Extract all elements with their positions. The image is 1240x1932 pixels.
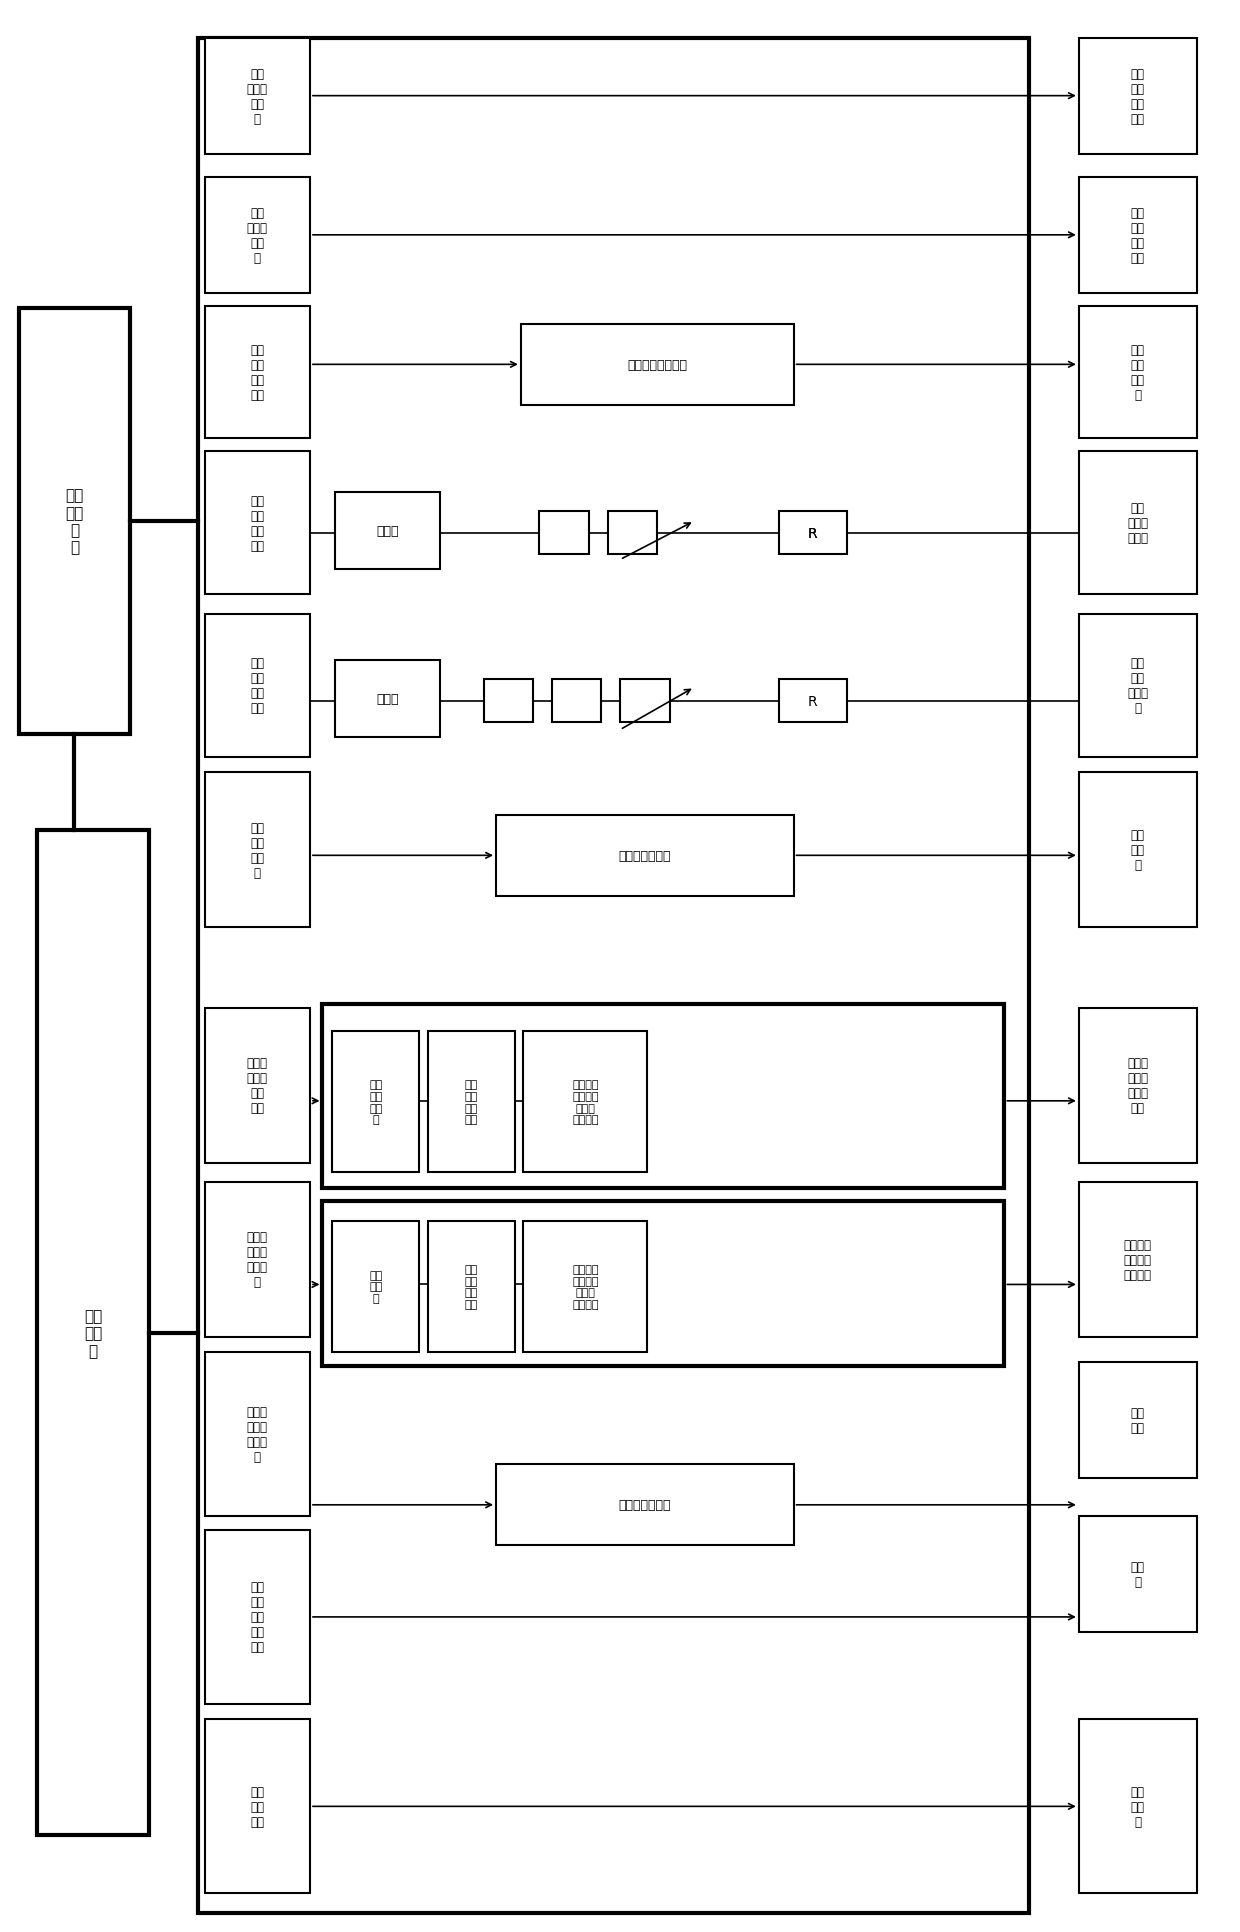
Text: 转子逆
变器光
纤输出
口: 转子逆 变器光 纤输出 口 bbox=[247, 1231, 268, 1289]
Text: 高速
脉冲
输出
口: 高速 脉冲 输出 口 bbox=[1131, 344, 1145, 402]
FancyBboxPatch shape bbox=[1079, 307, 1197, 439]
Text: 模拟
量电
压输
入口: 模拟 量电 压输 入口 bbox=[250, 495, 264, 553]
Text: 编码
器光
纤输
入口: 编码 器光 纤输 入口 bbox=[250, 344, 264, 402]
FancyBboxPatch shape bbox=[205, 614, 310, 757]
FancyBboxPatch shape bbox=[620, 680, 670, 723]
FancyBboxPatch shape bbox=[205, 1182, 310, 1337]
Text: 并网
控制
器: 并网 控制 器 bbox=[84, 1308, 102, 1358]
Text: 多路电源分配器: 多路电源分配器 bbox=[619, 850, 671, 862]
FancyBboxPatch shape bbox=[521, 325, 794, 406]
Text: 转子侧逆
变电流控
制继电器: 转子侧逆 变电流控 制继电器 bbox=[1123, 1238, 1152, 1281]
FancyBboxPatch shape bbox=[779, 680, 847, 723]
FancyBboxPatch shape bbox=[205, 452, 310, 595]
Text: 第二
相波
形发生
器: 第二 相波 形发生 器 bbox=[1127, 657, 1148, 715]
Text: 总电
源模
块: 总电 源模 块 bbox=[1131, 829, 1145, 871]
Text: 第一
相波形
发生器: 第一 相波形 发生器 bbox=[1127, 502, 1148, 545]
FancyBboxPatch shape bbox=[1079, 1362, 1197, 1478]
FancyBboxPatch shape bbox=[552, 680, 601, 723]
Text: 继电器: 继电器 bbox=[376, 526, 399, 537]
FancyBboxPatch shape bbox=[332, 1221, 419, 1352]
Text: 第一
高速
脉冲
数器: 第一 高速 脉冲 数器 bbox=[465, 1080, 477, 1124]
FancyBboxPatch shape bbox=[198, 39, 1029, 1913]
Text: 温度
模拟
板: 温度 模拟 板 bbox=[1131, 1785, 1145, 1828]
FancyBboxPatch shape bbox=[496, 815, 794, 896]
FancyBboxPatch shape bbox=[205, 1352, 310, 1517]
Text: 继电器: 继电器 bbox=[376, 694, 399, 705]
FancyBboxPatch shape bbox=[1079, 1182, 1197, 1337]
Text: 第二
数字
量输
出口: 第二 数字 量输 出口 bbox=[1131, 207, 1145, 265]
Text: 传感
器供
电电
源输
出口: 传感 器供 电电 源输 出口 bbox=[250, 1580, 264, 1654]
FancyBboxPatch shape bbox=[205, 307, 310, 439]
Text: 多路
电源
转换
板: 多路 电源 转换 板 bbox=[250, 821, 264, 879]
FancyBboxPatch shape bbox=[428, 1032, 515, 1173]
FancyBboxPatch shape bbox=[1079, 452, 1197, 595]
FancyBboxPatch shape bbox=[37, 831, 149, 1835]
FancyBboxPatch shape bbox=[608, 512, 657, 554]
FancyBboxPatch shape bbox=[19, 309, 130, 734]
Text: 模拟
量电
流输
入口: 模拟 量电 流输 入口 bbox=[250, 657, 264, 715]
Text: 指示
灯: 指示 灯 bbox=[1131, 1561, 1145, 1588]
FancyBboxPatch shape bbox=[335, 493, 440, 570]
Text: 逆变器
综合光
纤输入
板: 逆变器 综合光 纤输入 板 bbox=[247, 1405, 268, 1464]
FancyBboxPatch shape bbox=[484, 680, 533, 723]
Text: 第二高速
脉冲数器
的数字
量输出口: 第二高速 脉冲数器 的数字 量输出口 bbox=[572, 1264, 599, 1310]
FancyBboxPatch shape bbox=[1079, 1719, 1197, 1893]
Text: 第一
光电
转换
板: 第一 光电 转换 板 bbox=[370, 1080, 382, 1124]
FancyBboxPatch shape bbox=[322, 1202, 1004, 1366]
FancyBboxPatch shape bbox=[332, 1032, 419, 1173]
FancyBboxPatch shape bbox=[523, 1032, 647, 1173]
Text: 第二
数字量
输出
口: 第二 数字量 输出 口 bbox=[247, 207, 268, 265]
FancyBboxPatch shape bbox=[1079, 773, 1197, 927]
Text: 上位
控制
终
端: 上位 控制 终 端 bbox=[66, 489, 83, 554]
Text: R: R bbox=[807, 694, 817, 709]
Text: 第二
高速
脉冲
数器: 第二 高速 脉冲 数器 bbox=[465, 1264, 477, 1310]
FancyBboxPatch shape bbox=[1079, 178, 1197, 294]
FancyBboxPatch shape bbox=[205, 1530, 310, 1704]
FancyBboxPatch shape bbox=[205, 773, 310, 927]
FancyBboxPatch shape bbox=[539, 512, 589, 554]
Text: 第一高速
脉冲数器
的数字
量输出口: 第一高速 脉冲数器 的数字 量输出口 bbox=[572, 1080, 599, 1124]
Text: R: R bbox=[807, 526, 817, 541]
FancyBboxPatch shape bbox=[1079, 1517, 1197, 1633]
FancyBboxPatch shape bbox=[1079, 39, 1197, 155]
Text: R: R bbox=[807, 526, 817, 541]
Text: 第二
数字
量输
入口: 第二 数字 量输 入口 bbox=[1131, 68, 1145, 126]
Text: 光电
转换
板: 光电 转换 板 bbox=[370, 1269, 382, 1304]
FancyBboxPatch shape bbox=[335, 661, 440, 738]
FancyBboxPatch shape bbox=[428, 1221, 515, 1352]
FancyBboxPatch shape bbox=[1079, 614, 1197, 757]
FancyBboxPatch shape bbox=[205, 178, 310, 294]
FancyBboxPatch shape bbox=[523, 1221, 647, 1352]
FancyBboxPatch shape bbox=[205, 1719, 310, 1893]
Text: 网侧逆
变电流
控制继
电器: 网侧逆 变电流 控制继 电器 bbox=[1127, 1057, 1148, 1115]
Text: 编码器光纤转换器: 编码器光纤转换器 bbox=[627, 359, 687, 371]
FancyBboxPatch shape bbox=[322, 1005, 1004, 1188]
Text: 电源
模块: 电源 模块 bbox=[1131, 1406, 1145, 1434]
Text: 第一
数字量
输入
口: 第一 数字量 输入 口 bbox=[247, 68, 268, 126]
FancyBboxPatch shape bbox=[205, 39, 310, 155]
FancyBboxPatch shape bbox=[1079, 1009, 1197, 1163]
Text: 网侧逆
变器光
纤输
出口: 网侧逆 变器光 纤输 出口 bbox=[247, 1057, 268, 1115]
FancyBboxPatch shape bbox=[205, 1009, 310, 1163]
FancyBboxPatch shape bbox=[496, 1464, 794, 1546]
Text: 多路光电转换板: 多路光电转换板 bbox=[619, 1499, 671, 1511]
FancyBboxPatch shape bbox=[779, 512, 847, 554]
Text: 温度
传感
器板: 温度 传感 器板 bbox=[250, 1785, 264, 1828]
